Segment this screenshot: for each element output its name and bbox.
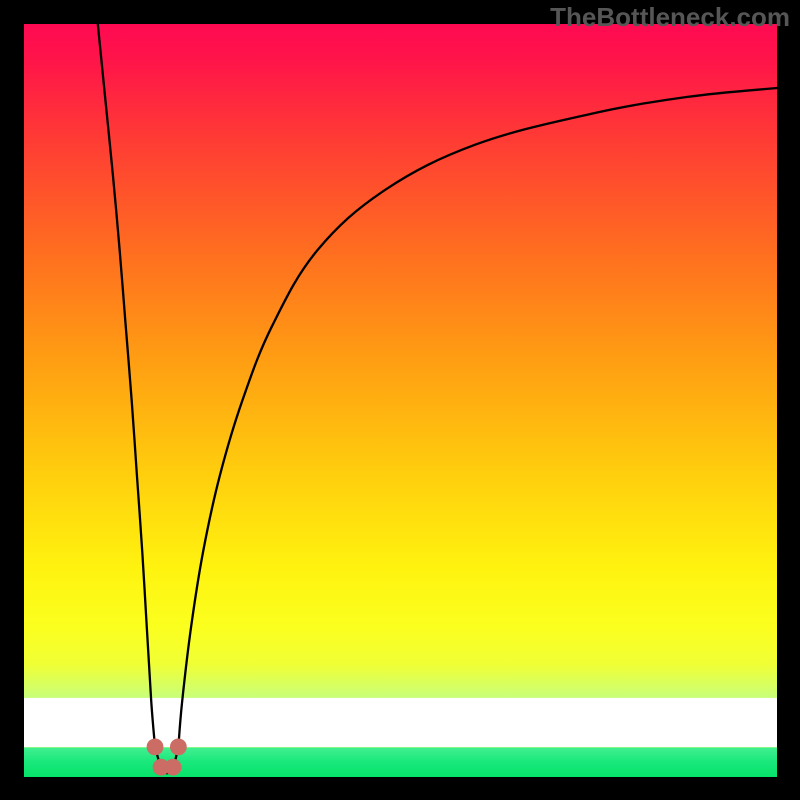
gradient-background	[24, 24, 777, 777]
valley-marker	[170, 739, 186, 755]
valley-marker	[147, 739, 163, 755]
plot-area	[24, 24, 777, 777]
valley-marker	[165, 759, 181, 775]
chart-container: TheBottleneck.com	[0, 0, 800, 800]
watermark-text: TheBottleneck.com	[550, 2, 790, 33]
chart-svg	[24, 24, 777, 777]
